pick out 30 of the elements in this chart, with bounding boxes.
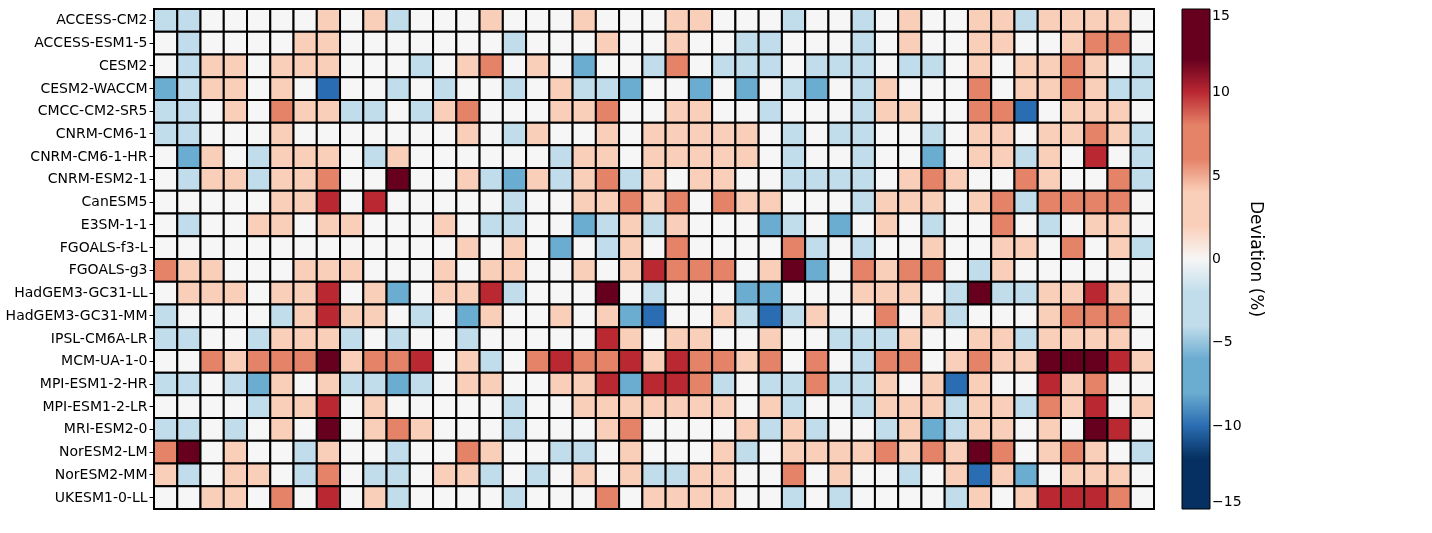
- y-tick-label: FGOALS-g3: [68, 261, 148, 278]
- y-tick-label: NorESM2-LM: [59, 443, 148, 460]
- y-tick-label: CNRM-ESM2-1: [47, 170, 148, 187]
- y-tick-label: MRI-ESM2-0: [63, 420, 148, 437]
- y-tick-label: CESM2-WACCM: [40, 79, 148, 96]
- y-tick-label: MPI-ESM1-2-HR: [39, 375, 148, 391]
- y-tick-label: UKESM1-0-LL: [54, 488, 148, 505]
- y-tick-label: CESM2: [99, 56, 148, 73]
- y-tick-label: CNRM-CM6-1-HR: [30, 147, 148, 164]
- color-bar-label: −10: [1212, 416, 1242, 433]
- y-tick-label: CNRM-CM6-1: [55, 125, 148, 141]
- color-bar-label: 10: [1212, 83, 1230, 100]
- y-tick-label: HadGEM3-GC31-LL: [14, 284, 148, 301]
- y-tick-label: MPI-ESM1-2-LR: [42, 397, 148, 414]
- color-bar-label: 15: [1212, 7, 1230, 23]
- y-tick-label: NorESM2-MM: [54, 465, 148, 482]
- y-tick-label: CMCC-CM2-SR5: [37, 102, 148, 119]
- y-tick-label: ACCESS-CM2: [56, 11, 148, 28]
- color-bar-label: 5: [1212, 166, 1221, 183]
- color-bar-label: −15: [1212, 493, 1242, 509]
- y-tick-label: CanESM5: [81, 193, 148, 210]
- y-tick-label: MCM-UA-1-0: [61, 352, 148, 369]
- y-tick-label: IPSL-CM6A-LR: [50, 329, 148, 346]
- y-tick-label: FGOALS-f3-L: [59, 238, 148, 255]
- color-bar-label: −5: [1212, 333, 1233, 350]
- y-tick-label: E3SM-1-1: [80, 215, 148, 232]
- y-tick-label: ACCESS-ESM1-5: [34, 34, 148, 51]
- color-bar-title: Deviation (%): [1247, 200, 1267, 318]
- color-bar-label: 0: [1212, 250, 1221, 266]
- y-tick-label: HadGEM3-GC31-MM: [5, 306, 148, 323]
